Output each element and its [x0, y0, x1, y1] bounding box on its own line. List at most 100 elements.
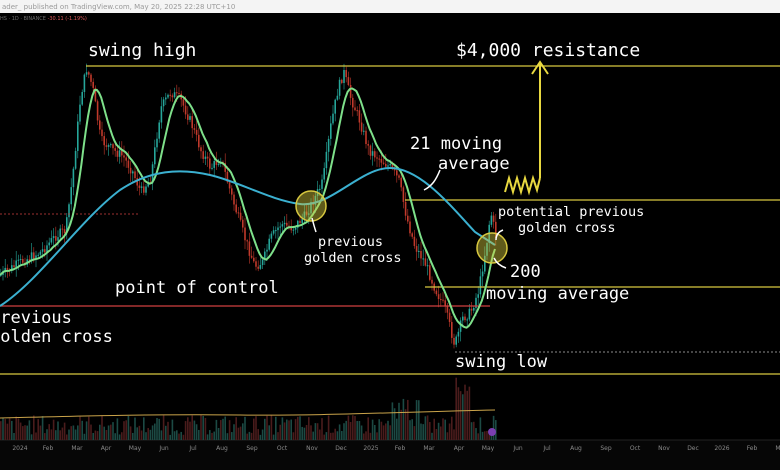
candle-body — [387, 165, 389, 167]
candle-body — [462, 316, 464, 321]
volume-bar — [191, 415, 193, 440]
volume-bar — [283, 422, 286, 440]
candle-body — [277, 227, 279, 231]
candle-body — [360, 122, 363, 132]
volume-bar — [189, 421, 191, 440]
candle-body — [259, 265, 262, 269]
candle-body — [413, 236, 416, 246]
candle-body — [299, 220, 301, 224]
candle-body — [202, 151, 204, 159]
volume-bar — [136, 427, 138, 440]
label-21-ma-line2: average — [438, 154, 510, 174]
volume-bar — [112, 422, 114, 440]
volume-bar — [222, 418, 224, 440]
volume-bar — [433, 418, 435, 440]
candle-body — [195, 129, 198, 135]
volume-bar — [398, 402, 400, 440]
volume-bar — [341, 430, 343, 440]
candle-body — [30, 252, 33, 261]
candle-body — [363, 130, 365, 132]
label-prev-gc-2: golden cross — [304, 250, 402, 266]
volume-bar — [288, 420, 290, 440]
volume-bar — [396, 418, 398, 440]
label-potential-gc-2: golden cross — [518, 220, 616, 236]
candle-body — [143, 186, 145, 193]
volume-bar — [215, 419, 218, 440]
volume-bar — [30, 434, 33, 440]
candle-body — [140, 186, 143, 188]
candle-body — [477, 294, 479, 298]
ticker-text: HS · 1D · BINANCE — [0, 16, 46, 22]
volume-bar — [387, 420, 389, 440]
label-prev-gc-left-2: golden cross — [0, 327, 113, 347]
volume-bar — [83, 433, 86, 440]
x-tick-label: Apr — [454, 445, 465, 452]
volume-bar — [391, 402, 394, 440]
x-tick-label: May — [129, 445, 142, 452]
candle-body — [382, 162, 385, 164]
candle-body — [459, 320, 462, 332]
arrow-potential-gc — [495, 229, 504, 241]
candle-body — [448, 312, 451, 322]
volume-bar — [200, 415, 202, 440]
candle-body — [33, 252, 35, 260]
volume-bar — [312, 431, 314, 440]
candle-body — [451, 321, 453, 338]
volume-bar — [248, 431, 251, 440]
candle-body — [121, 150, 123, 156]
candle-body — [50, 238, 53, 243]
volume-bar — [50, 429, 53, 440]
candles-layer — [0, 63, 497, 349]
volume-bar — [125, 420, 127, 440]
candle-body — [13, 265, 15, 268]
volume-bar — [70, 426, 72, 440]
volume-bar — [81, 420, 83, 440]
x-tick-label: Aug — [216, 445, 228, 452]
candle-body — [132, 171, 134, 174]
volume-bar — [178, 433, 180, 440]
volume-bar — [37, 419, 39, 440]
volume-bar — [486, 430, 488, 440]
volume-bar — [473, 421, 475, 440]
volume-bar — [162, 415, 165, 440]
volume-bar — [457, 387, 460, 440]
volume-bar — [169, 434, 171, 440]
volume-bar — [68, 429, 70, 440]
volume-bar — [19, 422, 22, 440]
volume-bar — [466, 390, 468, 440]
candle-body — [266, 249, 268, 252]
candle-body — [288, 225, 290, 227]
moving-averages-layer — [0, 87, 496, 329]
volume-bar — [407, 399, 409, 440]
volume-bar — [57, 421, 59, 440]
x-tick-label: Mar — [71, 445, 83, 452]
volume-bar — [96, 431, 99, 440]
candle-body — [371, 151, 374, 156]
x-tick-label: Aug — [570, 445, 582, 452]
candle-body — [145, 186, 147, 193]
candle-body — [228, 182, 231, 189]
volume-bar — [90, 424, 92, 440]
candle-body — [464, 316, 466, 321]
volume-bar — [202, 415, 204, 440]
volume-bar — [363, 433, 365, 440]
candle-body — [347, 77, 350, 86]
volume-bar — [77, 425, 79, 440]
volume-bar — [46, 429, 48, 440]
candle-body — [290, 226, 292, 231]
candle-body — [77, 121, 79, 151]
volume-bar — [132, 432, 134, 440]
volume-bar — [184, 421, 187, 440]
volume-bar — [145, 432, 147, 440]
x-tick-label: May — [482, 445, 495, 452]
candle-body — [129, 167, 132, 174]
volume-bar — [92, 432, 94, 440]
ma-200-line — [0, 166, 496, 307]
candle-body — [156, 138, 158, 148]
candle-body — [162, 99, 165, 107]
volume-bar — [431, 432, 433, 440]
volume-bar — [268, 425, 270, 440]
candle-body — [217, 163, 220, 165]
x-tick-label: Feb — [43, 445, 54, 452]
